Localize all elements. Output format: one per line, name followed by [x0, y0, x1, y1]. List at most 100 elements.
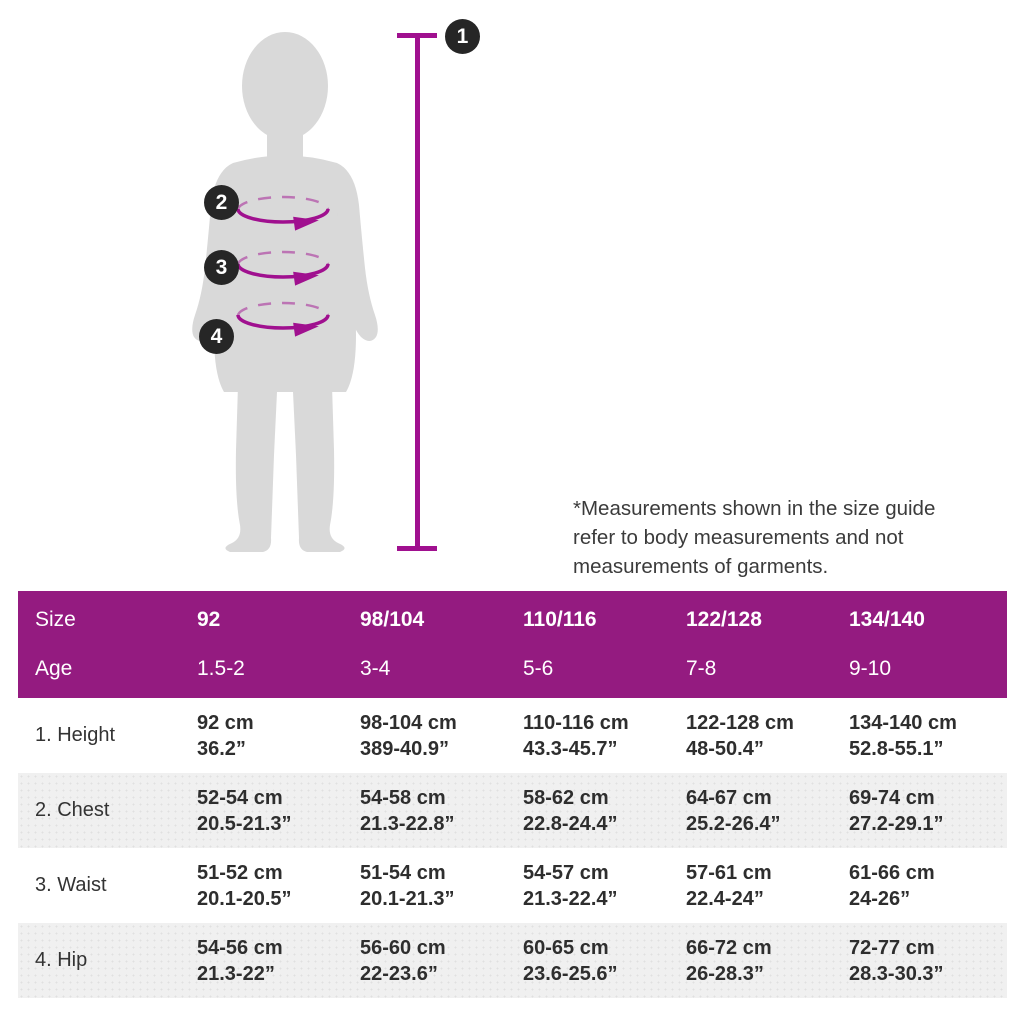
inch-value: 20.1-21.3” [360, 887, 455, 910]
inch-value: 28.3-30.3” [849, 962, 944, 985]
badge-height-1: 1 [445, 19, 480, 54]
inch-value: 22.8-24.4” [523, 812, 618, 835]
inch-value: 27.2-29.1” [849, 812, 944, 835]
cm-value: 57-61 cm [686, 861, 772, 884]
inch-value: 20.5-21.3” [197, 812, 292, 835]
badge-label: 4 [210, 325, 223, 348]
waist-122-128: 57-61 cm 22.4-24” [686, 860, 849, 912]
inch-value: 24-26” [849, 887, 911, 910]
size-table-header: Size 92 98/104 110/116 122/128 134/140 A… [18, 591, 1007, 698]
cm-value: 72-77 cm [849, 936, 935, 959]
badge-label: 3 [215, 256, 228, 279]
inch-value: 21.3-22.8” [360, 812, 455, 835]
age-col-2: 3-4 [360, 657, 391, 680]
age-header-row: Age 1.5-2 3-4 5-6 7-8 9-10 [18, 649, 1007, 689]
measurement-figure: 1 2 3 4 *Measurements shown in the size … [192, 19, 936, 578]
inch-value: 21.3-22.4” [523, 887, 618, 910]
size-col-122-128: 122/128 [686, 608, 762, 631]
cm-value: 61-66 cm [849, 861, 935, 884]
chest-92: 52-54 cm 20.5-21.3” [197, 785, 360, 837]
cm-value: 54-57 cm [523, 861, 609, 884]
table-row-waist: 3. Waist 51-52 cm 20.1-20.5” 51-54 cm 20.1… [18, 848, 1007, 923]
inch-value: 23.6-25.6” [523, 962, 618, 985]
height-98-104: 98-104 cm 389-40.9” [360, 710, 523, 762]
inch-value: 26-28.3” [686, 962, 764, 985]
size-col-98-104: 98/104 [360, 608, 425, 631]
table-row-chest: 2. Chest 52-54 cm 20.5-21.3” 54-58 cm 21.3… [18, 773, 1007, 848]
hip-110-116: 60-65 cm 23.6-25.6” [523, 935, 686, 987]
badge-label: 1 [456, 25, 469, 48]
hip-arrow-icon [293, 322, 319, 337]
hip-measure-ring [236, 314, 330, 330]
age-col-5: 9-10 [849, 657, 892, 680]
row-label-height: 1. Height [35, 724, 116, 746]
cm-value: 66-72 cm [686, 936, 772, 959]
size-col-110-116: 110/116 [523, 608, 597, 631]
chest-122-128: 64-67 cm 25.2-26.4” [686, 785, 849, 837]
height-110-116: 110-116 cm 43.3-45.7” [523, 710, 686, 762]
size-col-92: 92 [197, 608, 221, 631]
age-col-1: 1.5-2 [197, 657, 245, 680]
badge-waist-3: 3 [204, 250, 239, 285]
child-silhouette-icon [192, 32, 378, 552]
inch-value: 25.2-26.4” [686, 812, 781, 835]
child-silhouette-diagram [192, 32, 437, 552]
height-134-140: 134-140 cm 52.8-55.1” [849, 710, 1007, 762]
hip-134-140: 72-77 cm 28.3-30.3” [849, 935, 1007, 987]
table-row-height: 1. Height 92 cm 36.2” 98-104 cm 389-40.9” … [18, 698, 1007, 773]
inch-value: 22-23.6” [360, 962, 438, 985]
chest-98-104: 54-58 cm 21.3-22.8” [360, 785, 523, 837]
waist-98-104: 51-54 cm 20.1-21.3” [360, 860, 523, 912]
badge-label: 2 [215, 191, 228, 214]
inch-value: 43.3-45.7” [523, 737, 618, 760]
row-label-hip: 4. Hip [35, 949, 88, 971]
waist-110-116: 54-57 cm 21.3-22.4” [523, 860, 686, 912]
chest-measure-ring [236, 208, 330, 224]
inch-value: 22.4-24” [686, 887, 764, 910]
height-measure-line [397, 33, 437, 551]
measure-rings [236, 195, 330, 337]
cm-value: 69-74 cm [849, 786, 935, 809]
age-label: Age [35, 657, 73, 680]
hip-122-128: 66-72 cm 26-28.3” [686, 935, 849, 987]
hip-measure-ring-dash [236, 301, 330, 317]
inch-value: 52.8-55.1” [849, 737, 944, 760]
cm-value: 58-62 cm [523, 786, 609, 809]
waist-92: 51-52 cm 20.1-20.5” [197, 860, 360, 912]
badge-hip-4: 4 [199, 319, 234, 354]
inch-value: 48-50.4” [686, 737, 764, 760]
waist-measure-ring-dash [236, 250, 330, 266]
cm-value: 51-52 cm [197, 861, 283, 884]
age-col-3: 5-6 [523, 657, 554, 680]
hip-98-104: 56-60 cm 22-23.6” [360, 935, 523, 987]
cm-value: 110-116 cm [523, 711, 629, 734]
cm-value: 52-54 cm [197, 786, 283, 809]
height-92: 92 cm 36.2” [197, 710, 360, 762]
inch-value: 36.2” [197, 737, 246, 760]
cm-value: 54-56 cm [197, 936, 283, 959]
size-guide-table: Size 92 98/104 110/116 122/128 134/140 A… [18, 591, 1007, 998]
age-col-4: 7-8 [686, 657, 717, 680]
inch-value: 20.1-20.5” [197, 887, 292, 910]
height-122-128: 122-128 cm 48-50.4” [686, 710, 849, 762]
chest-measure-ring-dash [236, 195, 330, 211]
cm-value: 51-54 cm [360, 861, 446, 884]
size-header-row: Size 92 98/104 110/116 122/128 134/140 [18, 600, 1007, 640]
cm-value: 92 cm [197, 711, 254, 734]
row-label-waist: 3. Waist [35, 874, 107, 896]
inch-value: 21.3-22” [197, 962, 275, 985]
waist-measure-ring [236, 263, 330, 279]
cm-value: 60-65 cm [523, 936, 609, 959]
cm-value: 98-104 cm [360, 711, 457, 734]
chest-110-116: 58-62 cm 22.8-24.4” [523, 785, 686, 837]
waist-134-140: 61-66 cm 24-26” [849, 860, 1007, 912]
measurements-note: *Measurements shown in the size guide re… [573, 496, 936, 578]
inch-value: 389-40.9” [360, 737, 449, 760]
badge-chest-2: 2 [204, 185, 239, 220]
waist-arrow-icon [293, 271, 319, 286]
cm-value: 54-58 cm [360, 786, 446, 809]
cm-value: 64-67 cm [686, 786, 772, 809]
chest-arrow-icon [293, 216, 319, 231]
size-label: Size [35, 608, 76, 631]
chest-134-140: 69-74 cm 27.2-29.1” [849, 785, 1007, 837]
